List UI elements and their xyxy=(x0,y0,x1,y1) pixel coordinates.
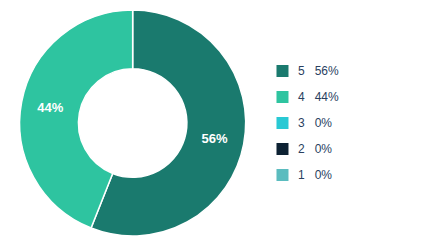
svg-text:4 44%: 4 44% xyxy=(298,90,339,104)
svg-text:3 0%: 3 0% xyxy=(298,116,332,130)
svg-text:56%: 56% xyxy=(202,131,228,146)
svg-text:44%: 44% xyxy=(37,100,63,115)
svg-text:2 0%: 2 0% xyxy=(298,142,332,156)
svg-text:1 0%: 1 0% xyxy=(298,168,332,182)
svg-text:5 56%: 5 56% xyxy=(298,64,339,78)
